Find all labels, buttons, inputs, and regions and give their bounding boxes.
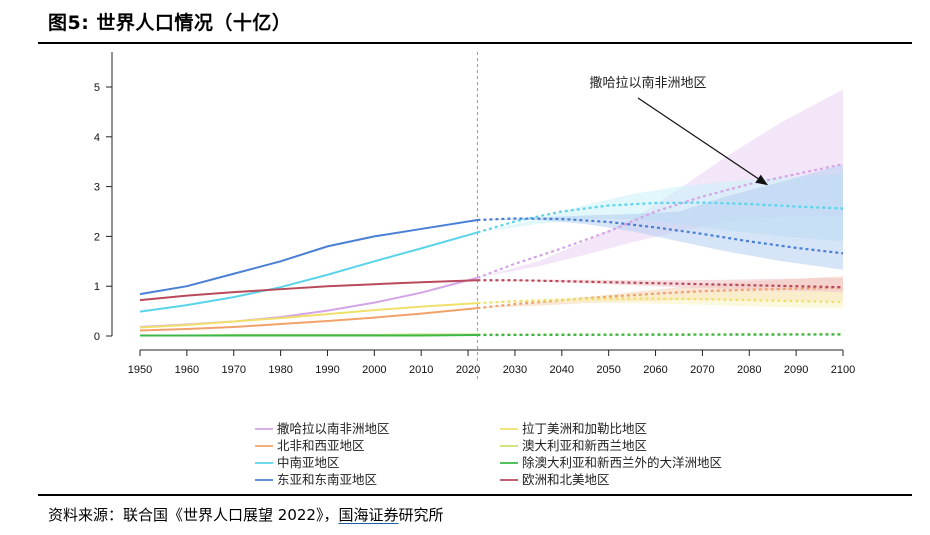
y-tick-label: 3 (94, 182, 100, 194)
x-tick-label: 2040 (550, 364, 574, 376)
series-line-historic (139, 302, 478, 329)
legend-label: 欧洲和北美地区 (522, 472, 610, 487)
legend-label: 东亚和东南亚地区 (277, 472, 377, 487)
legend-label: 中南亚地区 (277, 455, 340, 470)
series-line-projection (477, 163, 844, 279)
x-tick-label: 2010 (409, 364, 433, 376)
population-chart: 0 1 2 3 4 5 1950 1960 1970 1980 1990 2000 2010 2020 20… (94, 52, 855, 487)
x-tick-label: 2080 (737, 364, 761, 376)
y-tick-label: 0 (94, 331, 100, 343)
source-note: 资料来源：联合国《世界人口展望 2022》，国海证券研究所 (48, 504, 443, 525)
legend-label: 澳大利亚和新西兰地区 (522, 438, 647, 453)
source-suffix: 研究所 (398, 506, 444, 524)
uncertainty-band (477, 164, 843, 270)
series-line-historic (139, 307, 478, 332)
y-tick-label: 5 (94, 82, 100, 94)
x-tick-label: 2060 (643, 364, 667, 376)
y-tick-label: 4 (94, 132, 100, 144)
series-line-projection (477, 201, 844, 234)
series-line-historic (139, 231, 478, 313)
legend-label: 除澳大利亚和新西兰外的大洋洲地区 (522, 455, 722, 470)
series-line-historic (139, 279, 478, 302)
annotation-arrow (637, 97, 769, 186)
series-line-historic (139, 218, 478, 296)
source-org: 国海证券 (338, 506, 399, 524)
legend-label: 撒哈拉以南非洲地区 (277, 421, 390, 436)
title-rule (38, 42, 912, 44)
y-tick-label: 2 (94, 231, 100, 243)
x-tick-label: 2020 (456, 364, 480, 376)
x-tick-label: 1960 (175, 364, 199, 376)
figure-title: 图5: 世界人口情况（十亿） (48, 12, 292, 34)
x-tick-label: 2050 (596, 364, 620, 376)
source-rule (38, 494, 912, 496)
x-tick-label: 2090 (784, 364, 808, 376)
x-tick-label: 2070 (690, 364, 714, 376)
x-tick-label: 1990 (315, 364, 339, 376)
uncertainty-band (477, 291, 843, 309)
x-tick-label: 1970 (221, 364, 245, 376)
x-tick-label: 2100 (831, 364, 855, 376)
x-tick-label: 1950 (128, 364, 152, 376)
source-prefix: 资料来源：联合国《世界人口展望 2022》， (48, 506, 339, 524)
legend-label: 拉丁美洲和加勒比地区 (522, 421, 647, 436)
x-tick-label: 2030 (503, 364, 527, 376)
annotation-label: 撒哈拉以南非洲地区 (589, 75, 706, 91)
legend-label: 北非和西亚地区 (277, 438, 365, 453)
y-tick-label: 1 (94, 281, 100, 293)
x-tick-label: 1980 (268, 364, 292, 376)
x-tick-label: 2000 (362, 364, 386, 376)
